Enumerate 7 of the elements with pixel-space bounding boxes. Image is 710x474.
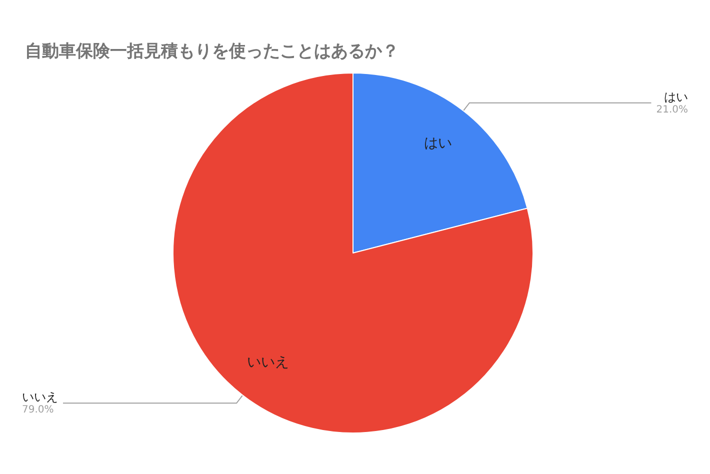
slice-label: いいえ bbox=[247, 354, 290, 371]
data-label: 21.0% bbox=[656, 104, 688, 116]
chart-title: 自動車保険一括見積もりを使ったことはあるか？ bbox=[25, 42, 399, 62]
slice-label: はい bbox=[664, 90, 688, 104]
slice-label: いいえ bbox=[22, 390, 58, 404]
slice-label: はい bbox=[424, 135, 452, 152]
data-label: 79.0% bbox=[22, 404, 54, 416]
